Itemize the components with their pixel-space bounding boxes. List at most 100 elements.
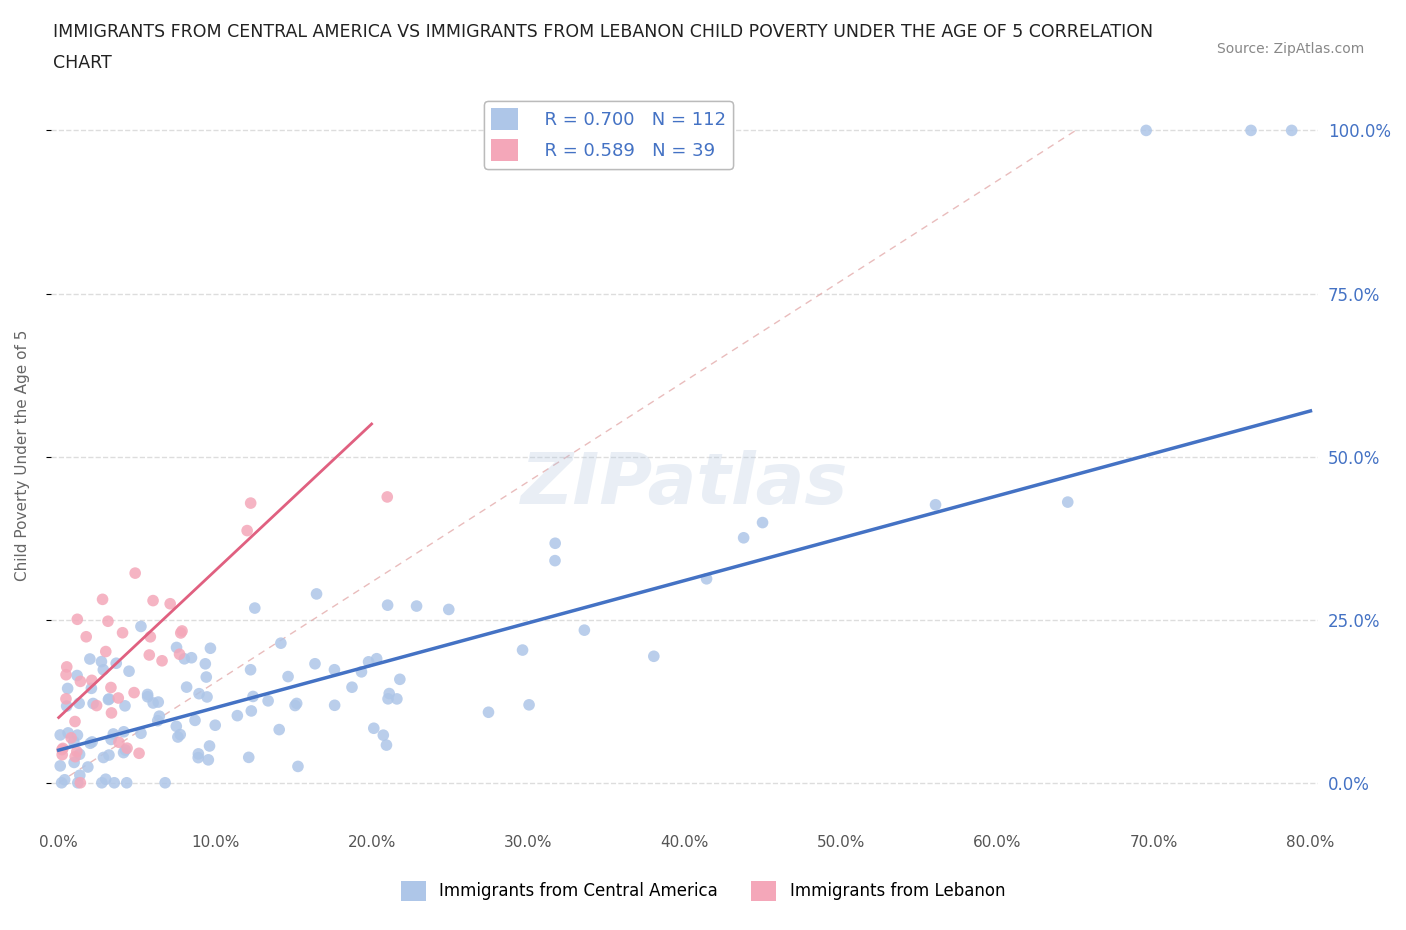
Point bbox=[98, 748, 121, 763]
Point bbox=[544, 553, 567, 568]
Point bbox=[69, 768, 91, 783]
Text: CHART: CHART bbox=[53, 54, 112, 72]
Point bbox=[115, 776, 138, 790]
Point bbox=[142, 696, 165, 711]
Point bbox=[195, 689, 218, 704]
Point bbox=[197, 752, 219, 767]
Point bbox=[66, 612, 89, 627]
Point bbox=[91, 662, 114, 677]
Point bbox=[105, 656, 128, 671]
Point bbox=[94, 772, 117, 787]
Point bbox=[1056, 495, 1078, 510]
Point bbox=[366, 651, 388, 666]
Point bbox=[377, 598, 399, 613]
Point bbox=[166, 640, 188, 655]
Point bbox=[142, 593, 165, 608]
Point bbox=[138, 647, 160, 662]
Point bbox=[52, 741, 75, 756]
Point bbox=[388, 671, 411, 686]
Point bbox=[69, 747, 91, 762]
Point bbox=[66, 668, 89, 683]
Point bbox=[136, 687, 159, 702]
Point bbox=[277, 670, 299, 684]
Text: ZIPatlas: ZIPatlas bbox=[520, 450, 848, 519]
Point bbox=[63, 755, 86, 770]
Point bbox=[148, 709, 170, 724]
Point bbox=[269, 723, 291, 737]
Point bbox=[150, 654, 173, 669]
Point bbox=[240, 703, 263, 718]
Point bbox=[80, 681, 103, 696]
Point bbox=[340, 680, 363, 695]
Point bbox=[55, 698, 77, 713]
Point bbox=[91, 591, 114, 606]
Point bbox=[76, 760, 98, 775]
Point bbox=[544, 536, 567, 551]
Point bbox=[385, 692, 408, 707]
Text: Source: ZipAtlas.com: Source: ZipAtlas.com bbox=[1216, 42, 1364, 56]
Point bbox=[751, 515, 773, 530]
Point bbox=[90, 654, 112, 669]
Point bbox=[173, 651, 195, 666]
Point bbox=[97, 614, 120, 629]
Point bbox=[100, 680, 122, 695]
Point bbox=[129, 619, 152, 634]
Point bbox=[66, 776, 89, 790]
Point bbox=[270, 636, 292, 651]
Point bbox=[357, 655, 380, 670]
Point bbox=[377, 691, 399, 706]
Point bbox=[56, 681, 79, 696]
Point bbox=[187, 747, 209, 762]
Point bbox=[257, 694, 280, 709]
Point bbox=[574, 623, 596, 638]
Point bbox=[184, 713, 207, 728]
Point bbox=[114, 742, 136, 757]
Point bbox=[66, 744, 89, 759]
Point bbox=[239, 496, 262, 511]
Point bbox=[226, 709, 249, 724]
Point bbox=[69, 776, 91, 790]
Point bbox=[55, 659, 77, 674]
Point bbox=[124, 565, 146, 580]
Point bbox=[243, 601, 266, 616]
Point bbox=[118, 664, 141, 679]
Point bbox=[55, 691, 77, 706]
Point bbox=[75, 630, 97, 644]
Point bbox=[63, 714, 86, 729]
Point bbox=[194, 657, 217, 671]
Point bbox=[97, 692, 120, 707]
Point bbox=[1240, 123, 1263, 138]
Point bbox=[304, 657, 326, 671]
Legend:   R = 0.700   N = 112,   R = 0.589   N = 39: R = 0.700 N = 112, R = 0.589 N = 39 bbox=[484, 101, 733, 168]
Point bbox=[187, 751, 209, 765]
Point bbox=[103, 776, 125, 790]
Point bbox=[437, 602, 460, 617]
Point bbox=[49, 759, 72, 774]
Text: IMMIGRANTS FROM CENTRAL AMERICA VS IMMIGRANTS FROM LEBANON CHILD POVERTY UNDER T: IMMIGRANTS FROM CENTRAL AMERICA VS IMMIG… bbox=[53, 23, 1153, 41]
Point bbox=[169, 727, 191, 742]
Point bbox=[167, 729, 190, 744]
Point bbox=[100, 706, 122, 721]
Point bbox=[287, 759, 309, 774]
Point bbox=[115, 740, 138, 755]
Point bbox=[108, 735, 131, 750]
Point bbox=[112, 724, 135, 739]
Point bbox=[924, 498, 946, 512]
Point bbox=[146, 713, 169, 728]
Point bbox=[239, 662, 262, 677]
Point bbox=[1281, 123, 1303, 138]
Point bbox=[103, 726, 125, 741]
Point bbox=[323, 662, 346, 677]
Point bbox=[180, 650, 202, 665]
Point bbox=[128, 746, 150, 761]
Point bbox=[198, 738, 221, 753]
Point bbox=[51, 742, 73, 757]
Point bbox=[363, 721, 385, 736]
Point bbox=[67, 696, 90, 711]
Point bbox=[517, 698, 540, 712]
Point bbox=[79, 652, 101, 667]
Point bbox=[236, 524, 259, 538]
Point bbox=[79, 736, 101, 751]
Point bbox=[378, 686, 401, 701]
Point bbox=[66, 727, 89, 742]
